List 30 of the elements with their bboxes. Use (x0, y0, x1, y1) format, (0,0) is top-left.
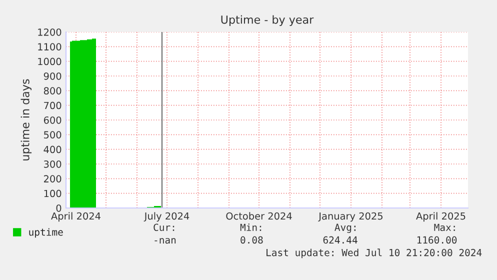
text: Avg: (334, 224, 356, 233)
x-tick-label: October 2024 (226, 212, 292, 220)
y-tick-label: 700 (44, 102, 62, 110)
y-tick-label: 800 (44, 87, 62, 94)
text: -nan (154, 238, 176, 244)
y-tick-label: 0 (56, 204, 62, 212)
y-tick-label: 200 (44, 175, 62, 182)
text: Cur: (154, 224, 174, 232)
text: Min: (240, 224, 262, 231)
x-tick-label: January 2025 (318, 212, 382, 222)
y-tick-label: 300 (44, 160, 62, 168)
text: Last update: Wed Jul 10 21:20:00 2024 (266, 248, 482, 258)
y-tick-label: 400 (44, 146, 62, 154)
y-axis-title: uptime in days (20, 79, 32, 160)
y-tick-label: 500 (44, 131, 62, 138)
text: 1160.00 (417, 236, 457, 244)
text: Max: (434, 224, 455, 232)
y-tick-label: 100 (44, 190, 62, 198)
x-tick-label: July 2024 (144, 212, 190, 222)
y-tick-label: 1200 (38, 28, 62, 36)
y-tick-label: 900 (44, 72, 62, 80)
legend-label: uptime (29, 228, 63, 238)
y-tick-label: 1100 (38, 43, 62, 50)
x-tick-label: April 2024 (51, 212, 100, 222)
text: 624.44 (323, 236, 358, 244)
text: 0.08 (240, 236, 263, 244)
y-tick-label: 600 (44, 116, 62, 124)
chart-title: Uptime - by year (221, 15, 314, 26)
x-tick-label: April 2025 (416, 212, 466, 222)
y-tick-label: 1000 (38, 58, 62, 66)
